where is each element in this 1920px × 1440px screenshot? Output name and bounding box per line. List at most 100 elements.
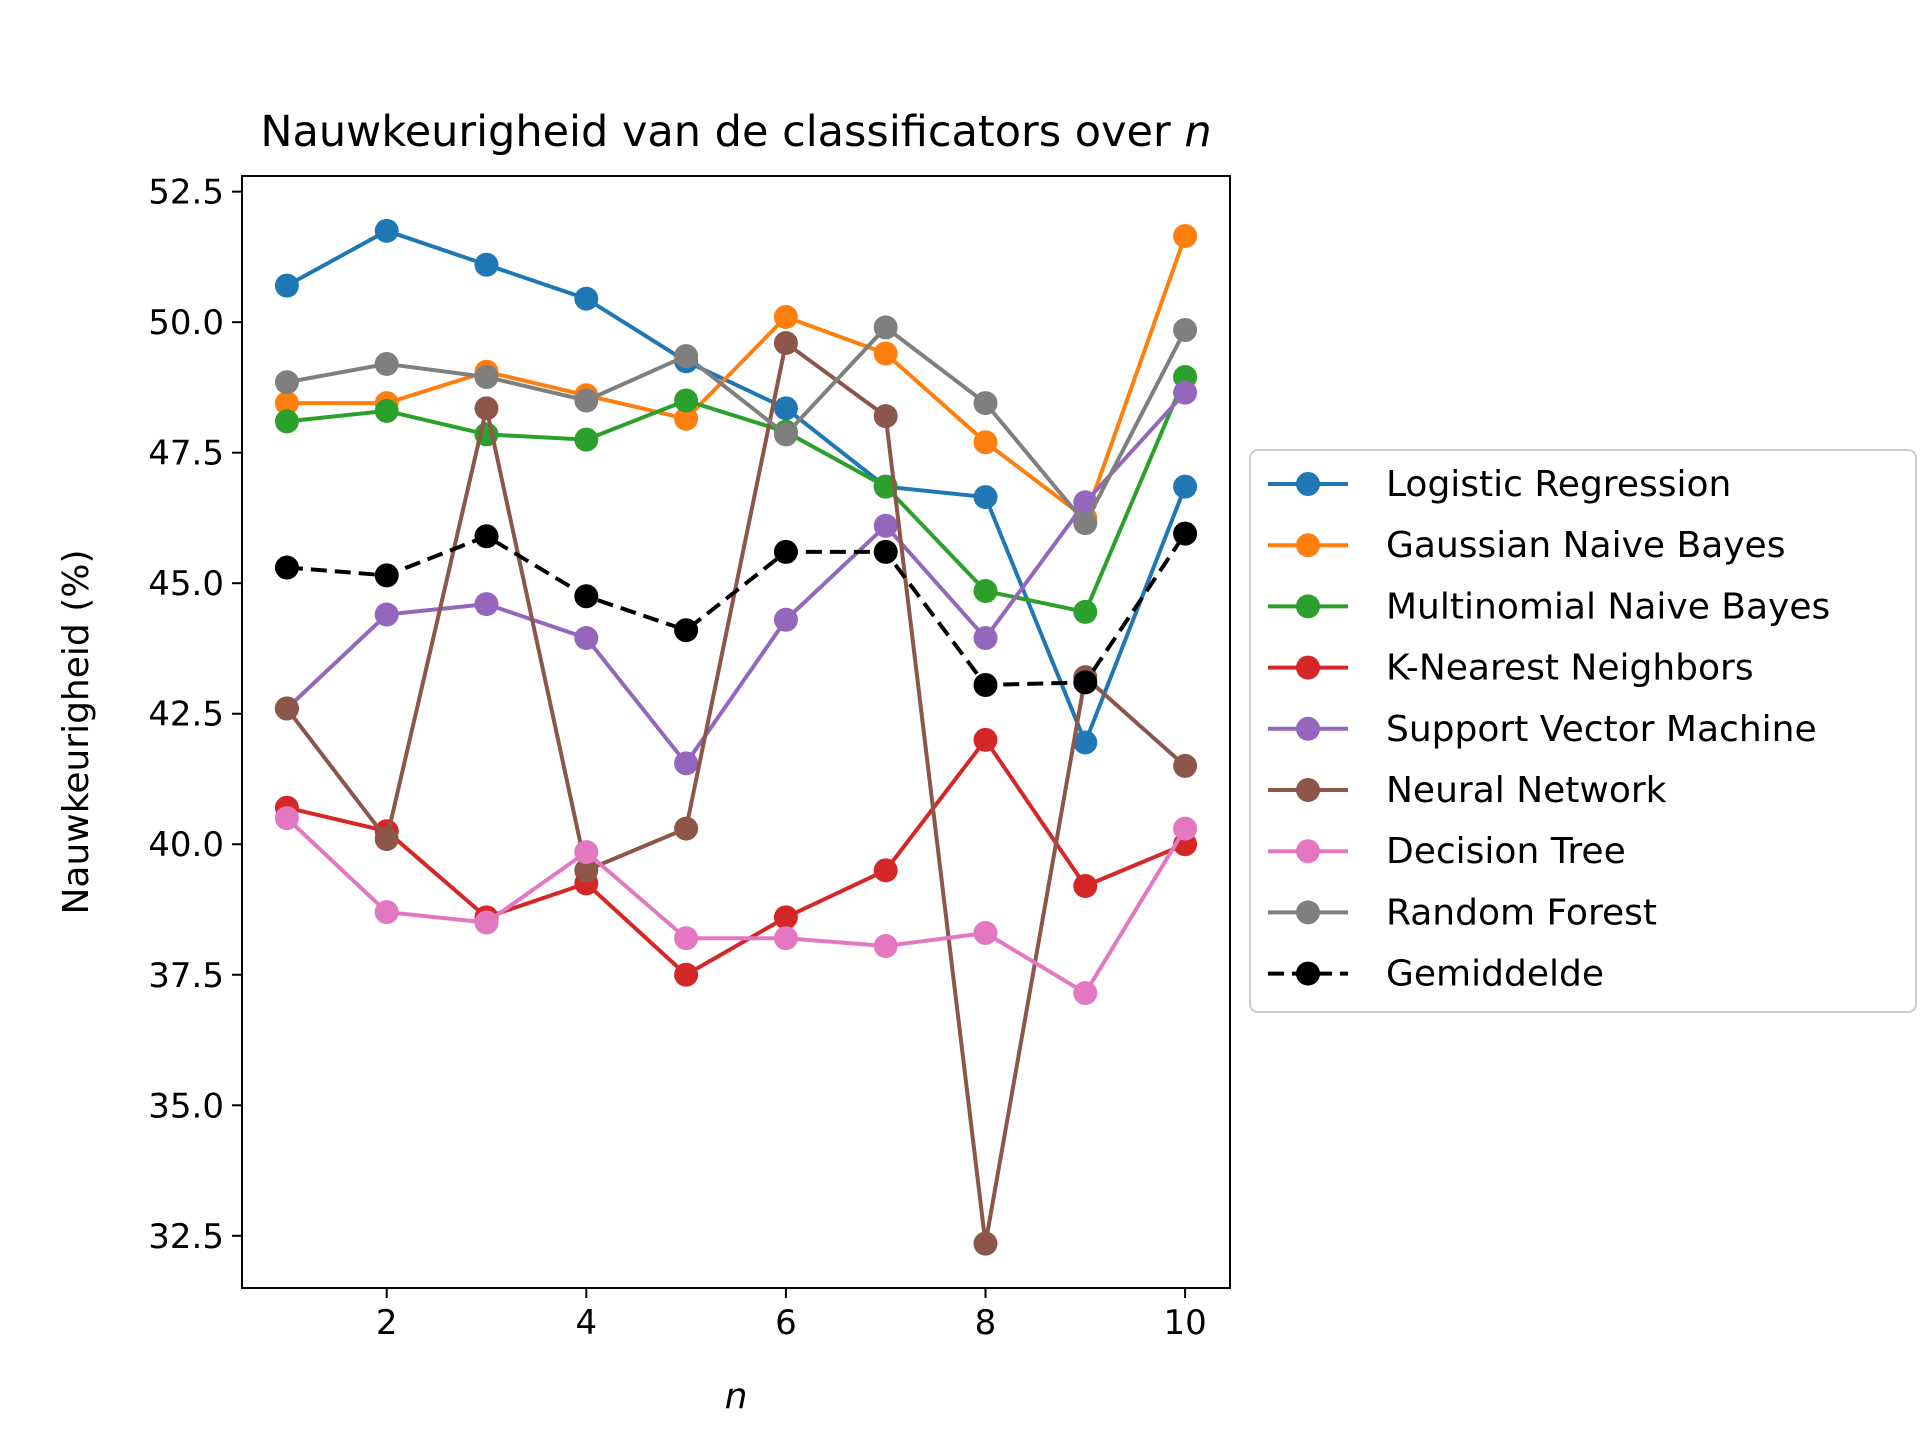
legend-label: K-Nearest Neighbors: [1386, 648, 1754, 689]
series-gemiddelde: [274, 521, 1198, 698]
x-tick-label: 10: [1163, 1303, 1206, 1343]
data-point: [1173, 474, 1198, 499]
data-point: [873, 341, 898, 366]
data-point: [674, 618, 699, 643]
y-axis: 32.5 35.0 37.5 40.0 42.5 45.0 47.5 50.0 52.5: [148, 173, 242, 1257]
data-point: [474, 910, 499, 935]
data-point: [1073, 874, 1098, 899]
data-point: [973, 430, 998, 455]
data-point: [1073, 511, 1098, 536]
legend-label: Gaussian Naive Bayes: [1386, 525, 1785, 566]
legend-item-random-forest: Random Forest: [1268, 892, 1657, 933]
series-line: [286, 325, 1187, 526]
data-point: [973, 579, 998, 604]
data-point: [873, 539, 898, 564]
data-point: [873, 934, 898, 959]
chart-title: Nauwkeurigheid van de classificators ove…: [260, 107, 1211, 157]
data-point: [274, 555, 299, 580]
data-point: [973, 391, 998, 416]
data-point: [1173, 380, 1198, 405]
legend-label: Neural Network: [1386, 770, 1667, 811]
x-axis-label: n: [725, 1376, 748, 1417]
data-point: [973, 727, 998, 752]
data-point: [474, 252, 499, 277]
legend-item-gemiddelde: Gemiddelde: [1268, 954, 1604, 995]
data-point: [374, 602, 399, 627]
data-point: [674, 344, 699, 369]
data-point: [274, 696, 299, 721]
legend-marker: [1296, 533, 1320, 558]
series-neural-network: [274, 331, 1198, 1256]
legend-item-neural-network: Neural Network: [1268, 770, 1667, 811]
data-point: [274, 370, 299, 395]
data-point: [574, 427, 599, 452]
data-point: [374, 398, 399, 423]
data-point: [1073, 730, 1098, 755]
data-point: [674, 751, 699, 776]
legend-marker: [1296, 778, 1320, 802]
series-random-forest: [274, 315, 1198, 536]
legend-marker: [1296, 839, 1320, 864]
data-point: [873, 513, 898, 538]
data-point: [374, 351, 399, 376]
data-point: [374, 218, 399, 243]
series-line: [285, 228, 1187, 745]
data-point: [773, 304, 798, 329]
series-line: [286, 376, 1187, 614]
data-point: [773, 331, 798, 356]
data-point: [1073, 599, 1098, 624]
x-tick-label: 8: [975, 1303, 997, 1343]
data-point: [674, 926, 699, 951]
legend-label: Logistic Regression: [1386, 464, 1731, 505]
data-point: [1173, 521, 1198, 546]
series-support-vector-machine: [274, 380, 1198, 776]
y-tick-label: 32.5: [148, 1217, 224, 1257]
data-point: [674, 388, 699, 413]
data-point: [574, 584, 599, 609]
data-point: [773, 926, 798, 951]
data-point: [1073, 981, 1098, 1006]
legend-item-logistic-regression: Logistic Regression: [1268, 464, 1731, 505]
legend-item-support-vector-machine: Support Vector Machine: [1268, 709, 1817, 750]
data-point: [873, 404, 898, 429]
data-point: [574, 858, 599, 883]
data-point: [773, 396, 798, 421]
legend-marker: [1296, 900, 1320, 925]
legend-item-decision-tree: Decision Tree: [1268, 831, 1626, 872]
data-point: [674, 962, 699, 987]
data-point: [873, 315, 898, 340]
series-decision-tree: [274, 806, 1198, 1006]
data-point: [973, 1231, 998, 1256]
y-tick-label: 50.0: [148, 303, 224, 343]
legend-label: Random Forest: [1386, 892, 1657, 933]
data-point: [1173, 318, 1198, 343]
data-point: [474, 524, 499, 549]
legend-item-multinomial-naive-bayes: Multinomial Naive Bayes: [1268, 586, 1830, 627]
data-point: [973, 921, 998, 945]
x-tick-label: 6: [775, 1303, 797, 1343]
y-tick-label: 45.0: [148, 564, 224, 604]
data-point: [1073, 670, 1098, 695]
y-tick-label: 52.5: [148, 173, 224, 213]
data-point: [674, 406, 699, 431]
y-tick-label: 37.5: [148, 956, 224, 996]
data-point: [574, 388, 599, 413]
data-point: [1173, 753, 1198, 778]
legend-marker: [1296, 472, 1320, 496]
data-point: [474, 396, 499, 421]
data-point: [1173, 816, 1198, 841]
data-point: [773, 422, 798, 447]
y-tick-label: 42.5: [148, 695, 224, 735]
data-point: [374, 563, 399, 588]
data-point: [773, 607, 798, 632]
x-tick-label: 4: [575, 1303, 597, 1343]
data-point: [1173, 224, 1198, 249]
data-point: [574, 840, 599, 865]
series-line: [286, 532, 1187, 688]
legend-marker: [1296, 716, 1320, 741]
legend-marker: [1296, 655, 1320, 680]
legend-label: Support Vector Machine: [1386, 709, 1817, 750]
series-line: [285, 816, 1187, 996]
